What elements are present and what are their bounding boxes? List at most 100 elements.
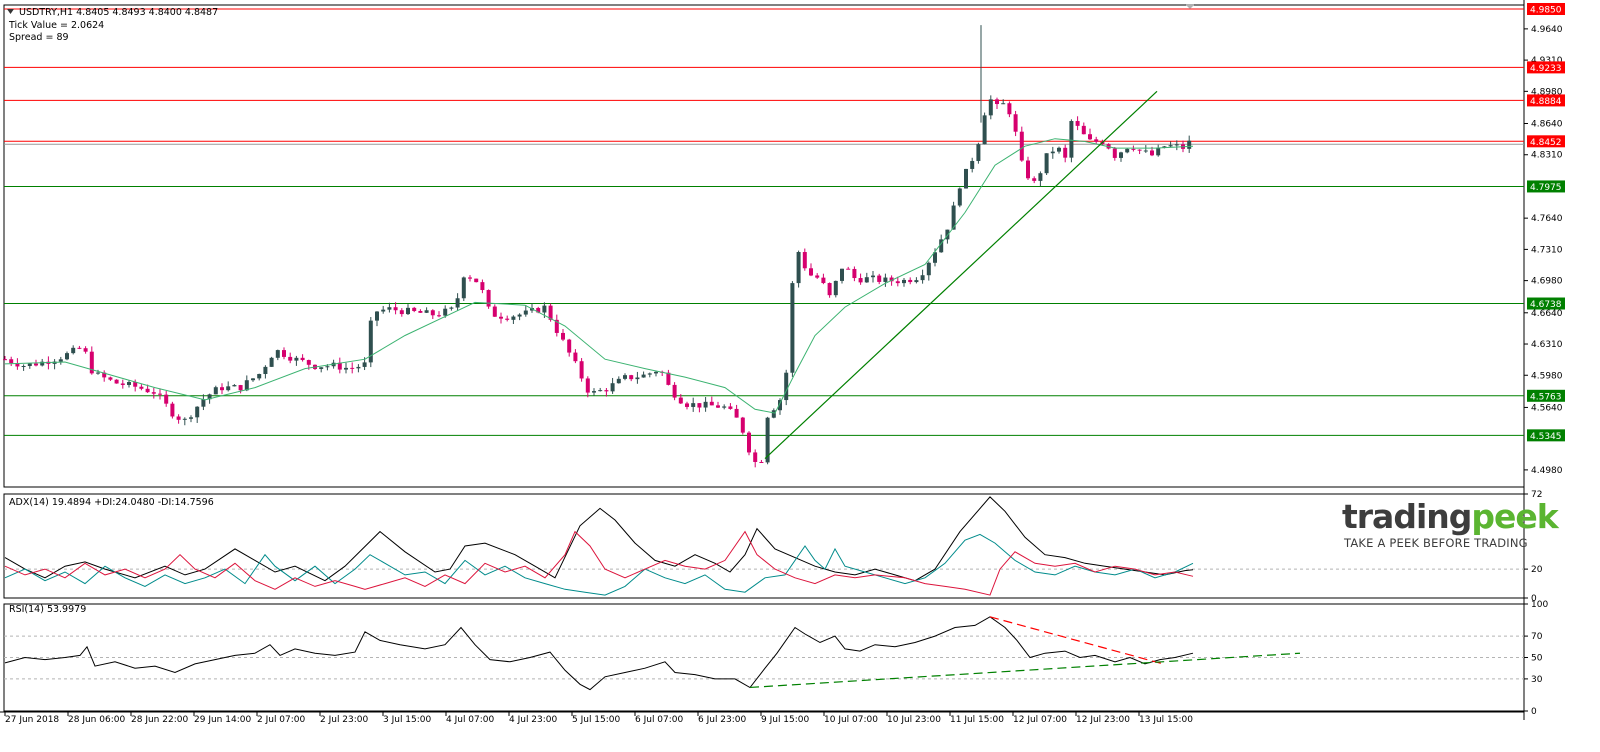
bear-candle	[102, 372, 107, 378]
resistance-level-label: 4.9233	[1530, 64, 1562, 74]
bull-candle	[1187, 140, 1192, 149]
bear-candle	[158, 393, 162, 395]
bear-candle	[1019, 131, 1024, 161]
bull-candle	[127, 382, 131, 385]
bear-candle	[288, 356, 293, 361]
bull-candle	[1143, 150, 1148, 152]
bull-candle	[641, 374, 646, 378]
bear-candle	[747, 432, 751, 453]
adx-adx-line	[4, 496, 1194, 582]
support-level-tag	[1527, 389, 1565, 402]
bull-candle	[213, 387, 218, 395]
bull-candle	[988, 99, 993, 116]
bull-candle	[1057, 147, 1061, 152]
bear-candle	[480, 282, 485, 291]
support-level-label: 4.5345	[1530, 432, 1562, 442]
bear-candle	[554, 319, 559, 333]
bull-candle	[251, 378, 255, 381]
bull-candle	[790, 283, 795, 373]
bear-candle	[895, 281, 900, 284]
adx-tick-label: 20	[1531, 565, 1543, 575]
resistance-level-tag	[1527, 94, 1565, 107]
bear-candle	[585, 378, 590, 393]
rsi-trendline[interactable]	[989, 616, 1164, 665]
logo-wordmark: tradingpeek	[1342, 497, 1559, 536]
time-tick-label: 28 Jun 06:00	[68, 715, 125, 725]
bull-candle	[926, 262, 931, 276]
time-tick-label: 28 Jun 22:00	[131, 715, 188, 725]
time-tick-label: 27 Jun 2018	[5, 715, 59, 725]
uptrend-line[interactable]	[764, 90, 1158, 459]
bull-candle	[902, 279, 906, 284]
bull-candle	[344, 367, 348, 370]
bear-candle	[499, 316, 503, 319]
bull-candle	[294, 357, 299, 361]
bear-candle	[1075, 121, 1080, 126]
bull-candle	[523, 310, 528, 315]
bull-candle	[864, 277, 869, 283]
bull-candle	[871, 275, 875, 278]
price-tick-label: 4.6640	[1531, 309, 1563, 319]
bull-candle	[951, 205, 956, 230]
time-tick-label: 6 Jul 07:00	[635, 715, 684, 725]
bull-candle	[263, 366, 268, 375]
time-tick-label: 4 Jul 07:00	[446, 715, 495, 725]
bull-candle	[691, 403, 696, 407]
bear-candle	[114, 379, 119, 384]
bull-candle	[784, 372, 789, 401]
bear-candle	[34, 363, 38, 366]
bull-candle	[796, 252, 801, 284]
support-level-label: 4.5763	[1530, 392, 1562, 402]
bull-candle	[375, 311, 379, 321]
bear-candle	[567, 339, 572, 353]
price-tick-label: 4.6310	[1531, 340, 1563, 350]
bear-candle	[561, 332, 565, 340]
bull-candle	[982, 115, 987, 145]
bull-candle	[957, 188, 962, 206]
bear-candle	[9, 359, 14, 364]
bull-candle	[207, 394, 212, 400]
bear-candle	[877, 275, 882, 282]
bear-candle	[468, 277, 472, 279]
bear-candle	[220, 387, 224, 391]
adx-title: ADX(14) 19.4894 +DI:24.0480 -DI:14.7596	[9, 497, 214, 508]
rsi-trendline[interactable]	[749, 652, 1301, 689]
symbol-dropdown-icon[interactable]	[7, 9, 14, 14]
price-tick-label: 4.8310	[1531, 151, 1563, 161]
bull-candle	[616, 378, 621, 384]
bear-candle	[802, 252, 807, 269]
logo-word-trading: trading	[1342, 497, 1472, 536]
bull-candle	[939, 239, 944, 253]
bear-candle	[505, 318, 510, 320]
bear-candle	[164, 394, 169, 404]
bear-candle	[139, 386, 144, 389]
price-tick-label: 4.7640	[1531, 214, 1563, 224]
bull-candle	[387, 307, 392, 310]
main-pane-frame	[3, 4, 1525, 488]
bull-candle	[722, 406, 727, 408]
adx-di-line	[4, 530, 1194, 596]
bear-candle	[474, 278, 479, 283]
scroll-marker-icon[interactable]	[1185, 4, 1195, 9]
time-tick-label: 3 Jul 15:00	[383, 715, 432, 725]
bear-candle	[306, 360, 311, 365]
bull-candle	[1174, 144, 1179, 146]
resistance-level-tag	[1527, 61, 1565, 74]
bull-candle	[381, 309, 386, 312]
bull-candle	[610, 383, 615, 392]
bear-candle	[740, 417, 745, 433]
bull-candle	[920, 275, 925, 281]
bear-candle	[1013, 114, 1018, 132]
bull-candle	[833, 280, 838, 296]
bull-candle	[511, 316, 516, 320]
bear-candle	[176, 416, 181, 420]
bull-candle	[598, 390, 603, 392]
support-level-tag	[1527, 429, 1565, 442]
bull-candle	[71, 347, 76, 354]
tradingpeek-logo: tradingpeek TAKE A PEEK BEFORE TRADING	[1342, 500, 1559, 551]
bear-candle	[282, 350, 286, 357]
bull-candle	[1125, 148, 1130, 153]
bear-candle	[1007, 103, 1012, 115]
bear-candle	[1137, 149, 1142, 151]
